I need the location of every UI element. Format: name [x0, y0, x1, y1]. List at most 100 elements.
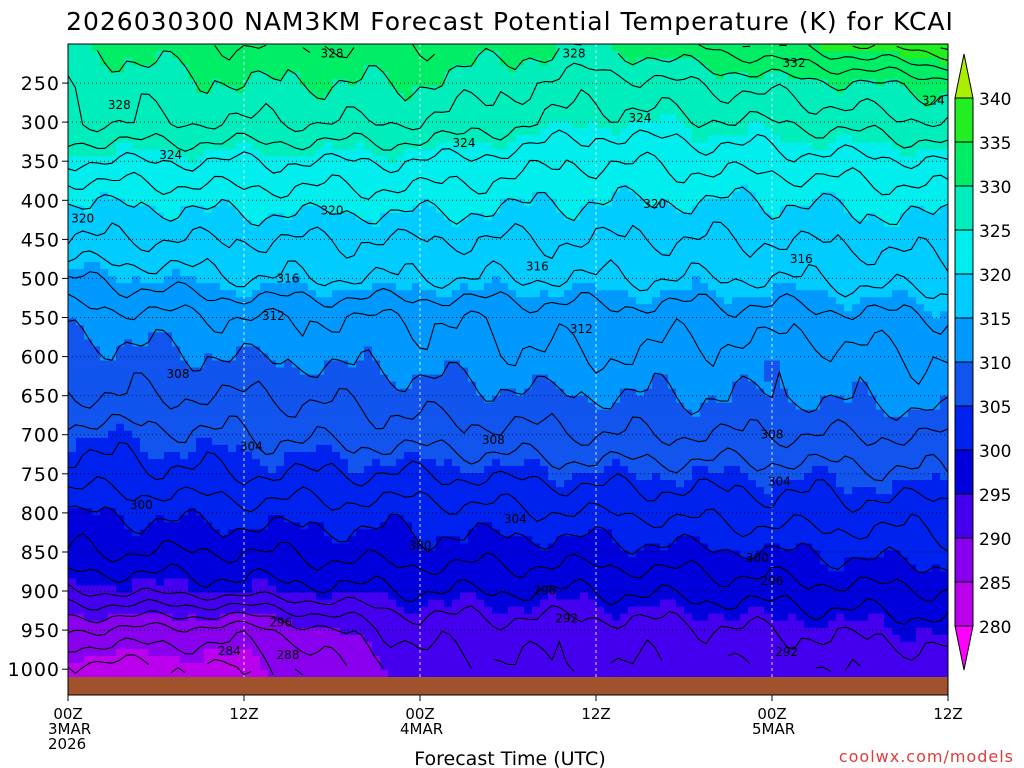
- field-cell: [836, 135, 845, 143]
- field-cell: [476, 86, 485, 94]
- field-cell: [108, 262, 117, 270]
- field-cell: [500, 93, 509, 101]
- field-cell: [324, 219, 333, 228]
- field-cell: [892, 72, 901, 80]
- field-cell: [540, 65, 549, 73]
- field-cell: [76, 233, 85, 242]
- field-cell: [388, 219, 397, 228]
- field-cell: [476, 156, 485, 165]
- field-cell: [716, 93, 725, 101]
- field-cell: [900, 339, 909, 347]
- field-cell: [428, 44, 437, 52]
- field-cell: [476, 107, 485, 115]
- field-cell: [700, 191, 709, 200]
- field-cell: [652, 212, 661, 221]
- field-cell: [804, 346, 813, 354]
- field-cell: [268, 142, 277, 151]
- field-cell: [132, 128, 141, 136]
- field-cell: [140, 332, 149, 340]
- field-cell: [892, 86, 901, 94]
- field-cell: [476, 297, 485, 305]
- field-cell: [860, 325, 869, 333]
- field-cell: [108, 191, 117, 200]
- field-cell: [668, 346, 677, 354]
- field-cell: [652, 135, 661, 143]
- field-cell: [148, 58, 157, 66]
- field-cell: [828, 205, 837, 214]
- field-cell: [556, 212, 565, 221]
- field-cell: [396, 128, 405, 136]
- field-cell: [476, 255, 485, 263]
- field-cell: [156, 339, 165, 347]
- field-cell: [508, 346, 517, 354]
- field-cell: [220, 233, 229, 242]
- field-cell: [268, 149, 277, 158]
- field-cell: [156, 58, 165, 66]
- field-cell: [436, 184, 445, 193]
- field-cell: [924, 198, 933, 207]
- field-cell: [852, 325, 861, 333]
- field-cell: [652, 346, 661, 354]
- field-cell: [692, 248, 701, 256]
- field-cell: [844, 93, 853, 101]
- field-cell: [76, 205, 85, 214]
- field-cell: [332, 255, 341, 263]
- field-cell: [732, 311, 741, 319]
- field-cell: [156, 360, 165, 369]
- field-cell: [556, 339, 565, 347]
- field-cell: [932, 142, 941, 151]
- field-cell: [68, 297, 77, 305]
- field-cell: [932, 191, 941, 200]
- field-cell: [196, 65, 205, 73]
- field-cell: [148, 170, 157, 179]
- field-cell: [124, 304, 133, 312]
- field-cell: [132, 318, 141, 326]
- field-cell: [140, 170, 149, 179]
- field-cell: [724, 283, 733, 291]
- field-cell: [356, 163, 365, 172]
- field-cell: [428, 339, 437, 347]
- field-cell: [924, 93, 933, 101]
- field-cell: [436, 276, 445, 284]
- field-cell: [316, 114, 325, 122]
- field-cell: [500, 318, 509, 326]
- field-cell: [772, 86, 781, 94]
- field-cell: [156, 184, 165, 193]
- field-cell: [620, 212, 629, 221]
- field-cell: [476, 318, 485, 326]
- field-cell: [796, 212, 805, 221]
- field-cell: [596, 226, 605, 235]
- field-cell: [300, 100, 309, 108]
- field-cell: [836, 212, 845, 221]
- field-cell: [140, 44, 149, 52]
- field-cell: [276, 100, 285, 108]
- field-cell: [540, 276, 549, 284]
- field-cell: [436, 93, 445, 101]
- field-cell: [900, 51, 909, 59]
- field-cell: [708, 226, 717, 235]
- field-cell: [932, 297, 941, 305]
- field-cell: [748, 93, 757, 101]
- field-cell: [740, 269, 749, 277]
- field-cell: [564, 297, 573, 305]
- field-cell: [748, 128, 757, 136]
- field-cell: [500, 346, 509, 354]
- field-cell: [196, 128, 205, 136]
- field-cell: [756, 205, 765, 214]
- field-cell: [596, 114, 605, 122]
- field-cell: [316, 184, 325, 193]
- field-cell: [516, 332, 525, 340]
- field-cell: [900, 240, 909, 249]
- field-cell: [332, 72, 341, 80]
- field-cell: [452, 44, 461, 52]
- field-cell: [452, 311, 461, 319]
- field-cell: [548, 86, 557, 94]
- field-cell: [908, 248, 917, 256]
- field-cell: [156, 177, 165, 186]
- field-cell: [676, 107, 685, 115]
- field-cell: [628, 121, 637, 129]
- field-cell: [900, 297, 909, 305]
- field-cell: [716, 339, 725, 347]
- field-cell: [868, 233, 877, 242]
- field-cell: [460, 65, 469, 73]
